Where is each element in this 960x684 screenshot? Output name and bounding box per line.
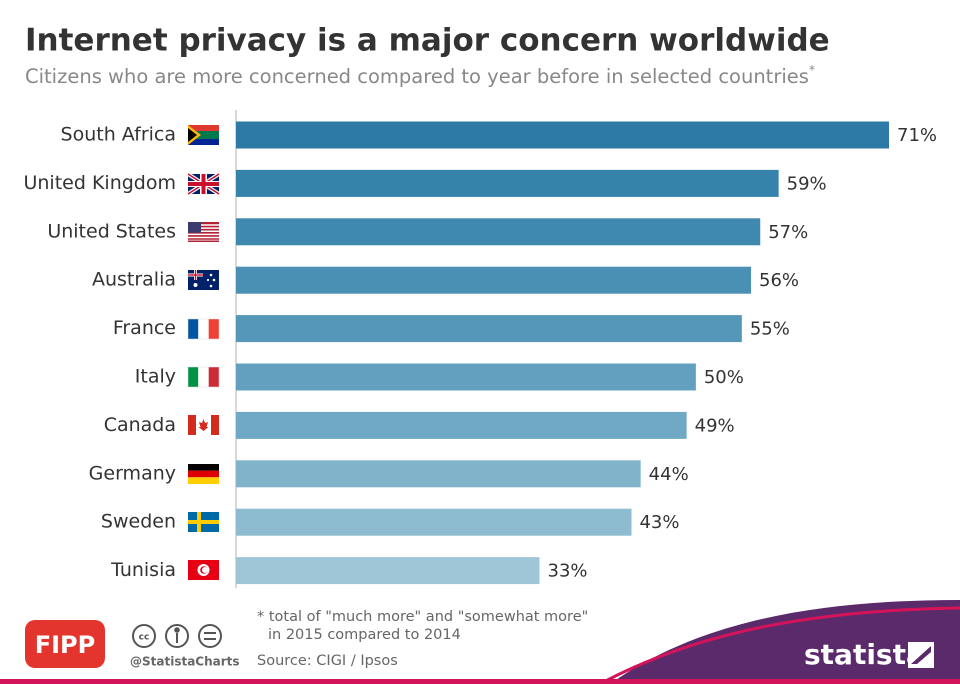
subtitle-marker: * [809, 63, 815, 77]
source: Source: CIGI / Ipsos [257, 653, 398, 669]
bar [236, 557, 540, 585]
value-label: 43% [639, 512, 679, 533]
footnote-line: * total of "much more" and "somewhat mor… [257, 609, 588, 625]
flags [186, 125, 221, 580]
brand-icon-mark [911, 646, 931, 664]
bar [236, 169, 779, 197]
flag-canada [188, 415, 219, 435]
category-label: Sweden [101, 511, 176, 533]
footnote-line: in 2015 compared to 2014 [268, 627, 461, 643]
category-label: United States [47, 220, 176, 242]
brand-swoosh-line [599, 606, 960, 684]
brand-logo: statista [804, 638, 925, 671]
category-label: Tunisia [110, 559, 176, 581]
flag-us [188, 222, 219, 242]
chart-subtitle: Citizens who are more concerned compared… [25, 63, 815, 88]
flag-sweden [188, 512, 219, 532]
bar [236, 121, 889, 149]
flag-italy [187, 366, 220, 388]
value-label: 49% [695, 415, 735, 436]
category-label: Germany [89, 462, 176, 484]
value-label: 33% [548, 561, 588, 582]
value-label: 44% [649, 464, 689, 485]
value-label: 57% [768, 222, 808, 243]
category-label: Italy [135, 366, 176, 388]
flag-germany [188, 464, 219, 484]
flag-australia [188, 270, 219, 290]
bar [236, 266, 752, 294]
value-label: 59% [787, 173, 827, 194]
bar [236, 460, 641, 488]
brand-swoosh [610, 600, 960, 684]
cc-mark: cc [139, 633, 150, 643]
value-label: 55% [750, 319, 790, 340]
category-label: France [113, 317, 176, 339]
bar [236, 411, 687, 439]
value-label: 71% [897, 125, 937, 146]
credit: @StatistaCharts [130, 655, 240, 669]
flag-tunisia [188, 560, 219, 580]
flag-uk [186, 172, 221, 196]
fipp-logo: FIPP [35, 631, 96, 659]
bar [236, 315, 742, 343]
value-label: 56% [759, 270, 799, 291]
category-label: United Kingdom [23, 172, 176, 194]
fipp-logo-bg [25, 620, 105, 668]
value-label: 50% [704, 367, 744, 388]
subtitle-text: Citizens who are more concerned compared… [25, 65, 809, 88]
category-label: South Africa [61, 124, 176, 146]
brand-bottom-line [0, 679, 960, 684]
bar [236, 218, 761, 246]
flag-france [187, 318, 220, 340]
bar [236, 363, 696, 391]
chart-title: Internet privacy is a major concern worl… [25, 23, 830, 59]
category-label: Australia [92, 269, 176, 291]
flag-south-africa [188, 125, 219, 145]
cc-icons [132, 624, 222, 648]
bar [236, 508, 632, 536]
category-label: Canada [104, 414, 176, 436]
